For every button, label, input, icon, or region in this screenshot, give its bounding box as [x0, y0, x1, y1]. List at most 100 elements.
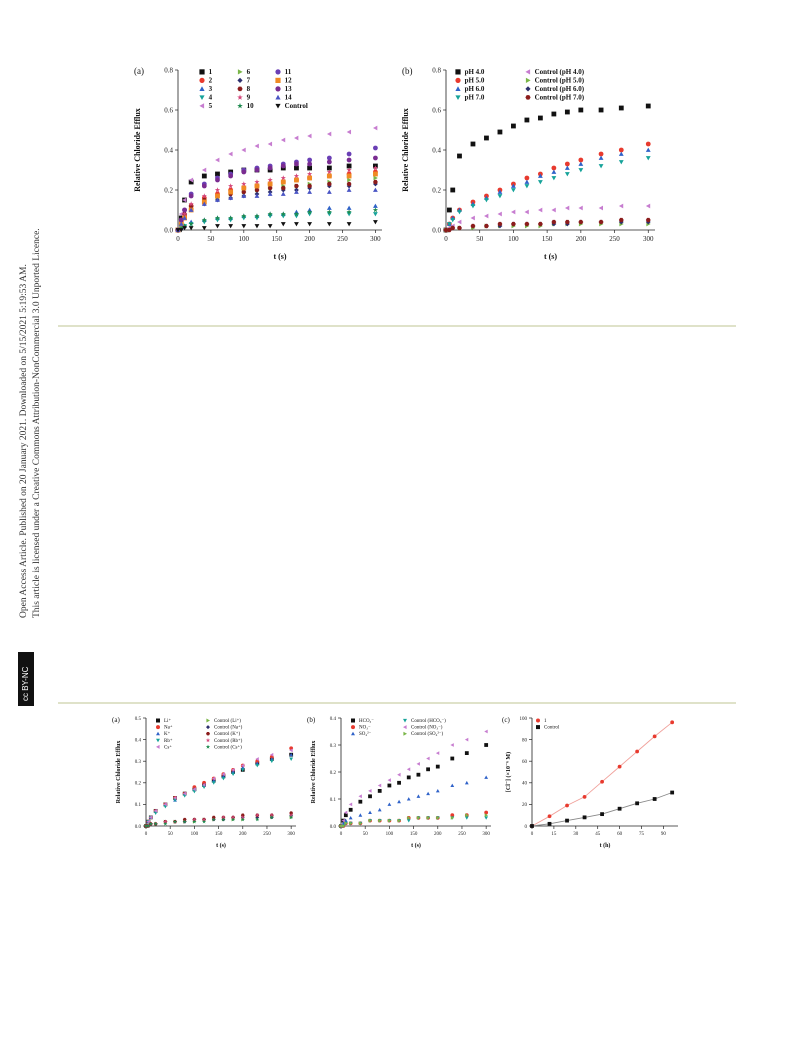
- axis-lines: [531, 718, 678, 827]
- data-point: [254, 183, 260, 189]
- figure-top-b: (b) 0.0 0.2 0.4 0.6 0.8 0 50 100 150 200 250 300 t (s…: [398, 62, 663, 262]
- y-tick-label: 0.0: [135, 825, 142, 830]
- x-tick-label: 0: [531, 832, 534, 837]
- data-point: [397, 818, 401, 823]
- data-point: [255, 764, 260, 768]
- panel-label: (b): [402, 66, 413, 76]
- data-point: [347, 177, 352, 183]
- data-point: [551, 207, 556, 213]
- data-point: [373, 212, 378, 217]
- legend-marker: [351, 718, 355, 723]
- series-1: [339, 810, 489, 828]
- data-point: [326, 181, 332, 187]
- y-tick-label: 0.8: [432, 66, 441, 74]
- data-point: [182, 819, 187, 824]
- y-tick-label: 20: [522, 803, 528, 808]
- data-point: [578, 168, 584, 173]
- legend-label: 3: [209, 85, 213, 93]
- x-tick-label: 200: [576, 235, 587, 243]
- data-point: [598, 107, 604, 113]
- series-line: [531, 792, 673, 827]
- legend-label: 9: [247, 94, 251, 102]
- data-point: [289, 813, 294, 817]
- legend-marker: [237, 69, 243, 75]
- data-point: [192, 819, 197, 824]
- legend-label: NO₃⁻: [359, 726, 371, 731]
- legend-label: 1: [544, 719, 547, 724]
- data-point: [339, 824, 343, 828]
- chart-top-b: (b) 0.0 0.2 0.4 0.6 0.8 0 50 100 150 200 250 300 t (s…: [401, 66, 655, 261]
- data-point: [346, 187, 352, 192]
- data-point: [484, 810, 489, 815]
- data-point: [457, 210, 462, 215]
- data-point: [465, 813, 469, 818]
- data-point: [426, 756, 430, 761]
- x-tick-label: 100: [191, 832, 199, 837]
- data-point: [267, 141, 273, 147]
- data-point: [254, 224, 260, 229]
- data-point: [346, 181, 352, 187]
- data-point: [464, 751, 469, 755]
- data-point: [344, 821, 348, 826]
- data-point: [307, 161, 313, 167]
- x-axis-label: t (s): [216, 842, 226, 849]
- data-point: [598, 164, 604, 169]
- legend-label: Control (pH 4.0): [535, 68, 585, 76]
- data-point: [450, 187, 456, 193]
- series-2: [339, 775, 489, 828]
- data-point: [524, 209, 529, 215]
- data-point: [307, 183, 313, 189]
- series-14: [175, 220, 378, 233]
- data-point: [307, 222, 313, 227]
- data-point: [241, 213, 247, 219]
- data-point: [578, 107, 584, 113]
- legend-marker: [455, 95, 461, 100]
- data-point: [406, 775, 411, 780]
- data-point: [524, 221, 530, 227]
- cc-license-icon[interactable]: cc BY-NC: [18, 652, 34, 706]
- x-tick-label: 50: [363, 832, 369, 837]
- data-point: [618, 217, 624, 223]
- legend-marker: [205, 744, 211, 749]
- legend-marker: [351, 725, 355, 730]
- x-tick-label: 200: [239, 832, 247, 837]
- legend-marker: [237, 86, 243, 92]
- y-tick-label: 0.3: [135, 760, 142, 765]
- data-point: [511, 221, 516, 227]
- data-point: [293, 173, 300, 179]
- legend-marker: [199, 69, 205, 75]
- data-point: [484, 223, 489, 229]
- x-tick-label: 0: [176, 235, 180, 243]
- data-point: [182, 791, 187, 796]
- y-axis-label: Relative Chloride Efflux: [133, 108, 142, 192]
- data-point: [537, 180, 543, 185]
- legend: Li⁺Na⁺K⁺Rb⁺Cs⁺ Control (Li⁺)Control (Na⁺)…: [156, 718, 243, 750]
- data-point: [450, 756, 455, 761]
- data-point: [240, 768, 245, 772]
- data-point: [241, 181, 247, 187]
- legend-marker: [237, 94, 243, 100]
- data-point: [178, 211, 184, 217]
- data-point: [373, 145, 378, 151]
- legend-marker: [275, 94, 281, 100]
- data-point: [221, 772, 225, 777]
- data-point: [201, 173, 207, 179]
- data-point: [578, 205, 583, 211]
- legend-label: 1: [209, 68, 213, 76]
- panel-label: (c): [502, 716, 510, 724]
- data-point: [201, 193, 207, 199]
- data-point: [457, 219, 462, 225]
- data-point: [153, 821, 158, 826]
- legend-marker: [455, 86, 461, 91]
- data-point: [358, 799, 363, 804]
- data-point: [228, 183, 234, 189]
- chart-bottom-c: (c) 0 20 40 60 80 100 0 15 30 45 60 75 90 t (h) [Cl⁻] (…: [502, 716, 678, 849]
- legend-label: Control (HCO₃⁻): [411, 719, 446, 724]
- data-point: [326, 155, 332, 161]
- figure-top-a: (a) 0.0 0.2 0.4 0.6 0.8 0 50 100 150 200 250 300 t (s…: [130, 62, 390, 262]
- data-point: [450, 813, 455, 818]
- data-point: [578, 161, 584, 166]
- data-point: [348, 807, 353, 812]
- data-point: [598, 205, 603, 211]
- data-point: [254, 187, 260, 193]
